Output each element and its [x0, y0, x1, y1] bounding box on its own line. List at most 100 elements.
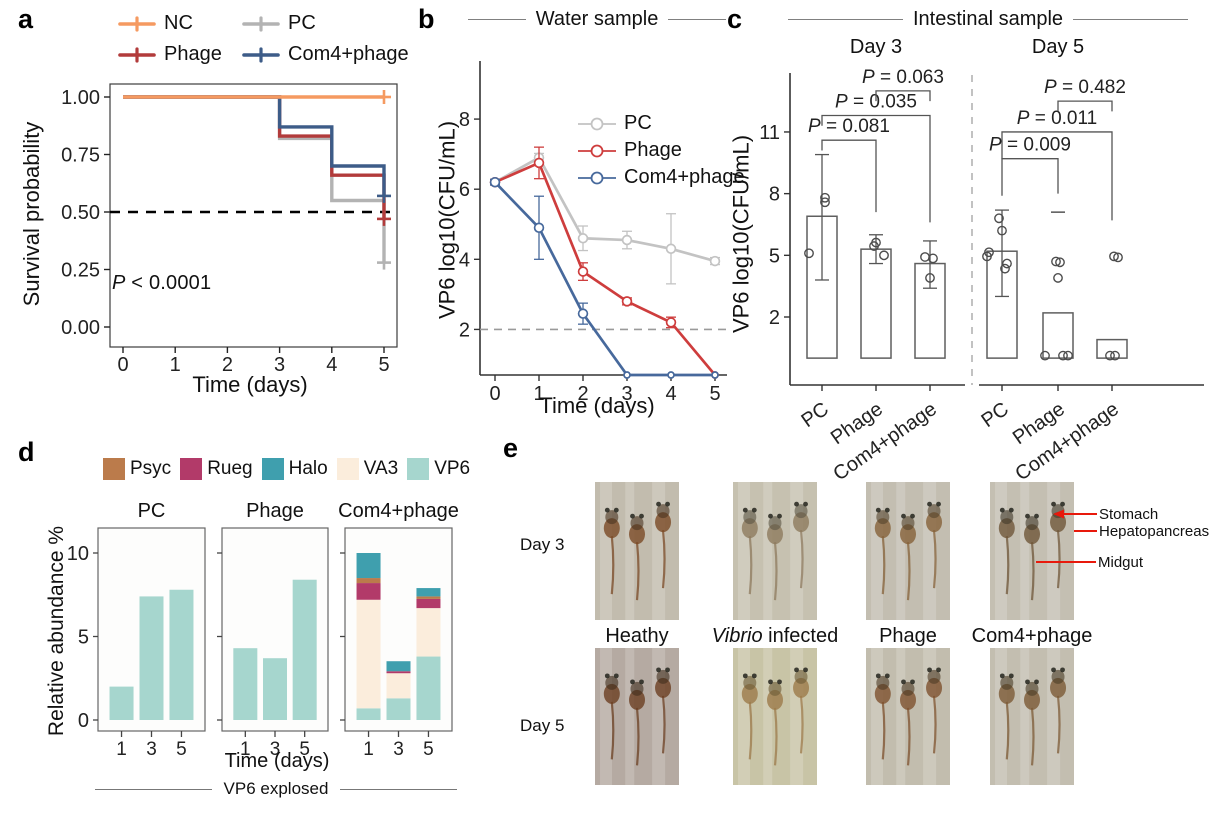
- legend-label: Rueg: [207, 458, 253, 479]
- stack-segment-rueg: [356, 583, 381, 600]
- jitter-point: [1109, 251, 1119, 262]
- larva-eye: [1060, 667, 1065, 673]
- larva-eye: [1008, 507, 1014, 513]
- y-tick-label: 5: [769, 245, 780, 267]
- annotation-label-midgut: Midgut: [1098, 554, 1144, 571]
- larvae-photo: [866, 648, 950, 785]
- jitter-point: [997, 225, 1007, 236]
- larvae-photo: [733, 482, 817, 620]
- stack-segment-vp6: [356, 708, 381, 720]
- larva-tail: [773, 707, 778, 766]
- y-tick-label: 10: [67, 543, 89, 565]
- larva-eye: [639, 679, 644, 685]
- y-tick-label: 0.75: [61, 145, 100, 167]
- significance-bracket: [1001, 131, 1113, 221]
- panel-a-pvalue: P < 0.0001: [112, 272, 212, 294]
- larva-eye: [927, 501, 932, 507]
- legend-label: Phage: [164, 43, 222, 65]
- x-tick-label: 5: [709, 383, 720, 405]
- stack-segment-vp6: [263, 658, 287, 720]
- jitter-point: [869, 241, 879, 251]
- larva-eye: [665, 501, 670, 507]
- jitter-point: [1051, 256, 1061, 267]
- larva-abdomen: [767, 689, 783, 710]
- panel-d-legend: Psyc Rueg Halo VA3 VP6: [103, 458, 470, 480]
- jitter-point: [994, 213, 1004, 224]
- larva-eye: [1034, 679, 1039, 685]
- panel-d-facet-title-phage: Phage: [246, 500, 304, 522]
- data-point: [709, 255, 721, 267]
- larva-carapace: [1000, 510, 1014, 525]
- larva-eye: [936, 501, 941, 507]
- larva-eye: [803, 501, 808, 507]
- x-tick-label: 3: [274, 354, 285, 376]
- larva-carapace: [876, 510, 890, 525]
- y-tick-label: 2: [769, 307, 780, 329]
- larva-eye: [604, 507, 610, 513]
- larva-carapace: [605, 510, 619, 525]
- km-line-marker-icon: [242, 46, 280, 63]
- larva-carapace: [927, 669, 941, 684]
- larva-tail: [635, 707, 640, 766]
- y-tick-label: 8: [769, 184, 780, 206]
- legend-item-vp6: VP6: [407, 458, 470, 480]
- data-point: [577, 308, 589, 319]
- stack-segment-vp6: [386, 698, 411, 720]
- larva-abdomen: [900, 524, 916, 545]
- italic-genus-name: Vibrio: [711, 625, 763, 647]
- larva-abdomen: [655, 512, 672, 533]
- larva-eye: [604, 673, 610, 679]
- panel-b-line-chart: 2 4 6 8 0 1 2 3 4 5: [459, 61, 727, 405]
- larva-tail: [1005, 701, 1010, 760]
- data-point: [711, 371, 719, 379]
- panel-b-letter: b: [418, 4, 435, 34]
- series-line-phage: [494, 161, 717, 376]
- larva-carapace: [630, 516, 644, 531]
- x-category-label: PC: [977, 398, 1012, 432]
- stack-segment-va3: [416, 608, 441, 657]
- stack-segment-halo: [416, 588, 441, 597]
- larva-tail: [799, 530, 804, 589]
- legend-item-pc: PC: [578, 112, 745, 135]
- legend-label: PC: [624, 112, 652, 134]
- x-tick-label: 2: [222, 354, 233, 376]
- significance-label: P = 0.011: [1017, 108, 1097, 129]
- title-rule-right: [1073, 19, 1189, 20]
- legend-item-com4+phage: Com4+phage: [242, 43, 409, 66]
- stack-segment-vp6: [233, 648, 258, 720]
- footer-rule-right: [340, 788, 457, 790]
- larva-abdomen: [926, 512, 943, 533]
- larva-eye: [1051, 667, 1056, 673]
- larva-abdomen: [1050, 677, 1067, 698]
- y-tick-label: 0.00: [61, 317, 100, 339]
- significance-bracket: [1001, 158, 1059, 196]
- larva-carapace: [768, 681, 782, 696]
- legend-swatch-icon: [336, 458, 359, 480]
- x-tick-label: 3: [146, 739, 157, 760]
- stack-segment-vp6: [109, 686, 134, 720]
- larva-eye: [630, 513, 635, 519]
- larva-abdomen: [900, 689, 916, 710]
- x-tick-label: 3: [270, 739, 281, 760]
- bar-com4+phage: [1096, 338, 1128, 359]
- larva-abdomen: [1024, 524, 1040, 545]
- significance-bracket: [821, 139, 877, 213]
- stack-segment-rueg: [386, 671, 411, 674]
- footer-rule-left: [95, 788, 212, 790]
- larva-tail: [661, 530, 666, 589]
- larva-carapace: [1025, 516, 1039, 531]
- larva-carapace: [1000, 675, 1014, 690]
- data-point: [577, 233, 589, 244]
- larva-eye: [768, 679, 773, 685]
- larva-eye: [742, 673, 748, 679]
- bar-phage: [1042, 312, 1074, 359]
- legend-label: Psyc: [130, 458, 172, 479]
- larva-tail: [610, 536, 615, 595]
- title-rule-right: [668, 19, 727, 20]
- larva-carapace: [901, 516, 915, 531]
- larva-eye: [875, 507, 881, 513]
- jitter-point: [1053, 273, 1063, 283]
- panel-d-facet-title-pc: PC: [137, 500, 166, 522]
- panel-c-day5-header: Day 5: [1031, 36, 1085, 58]
